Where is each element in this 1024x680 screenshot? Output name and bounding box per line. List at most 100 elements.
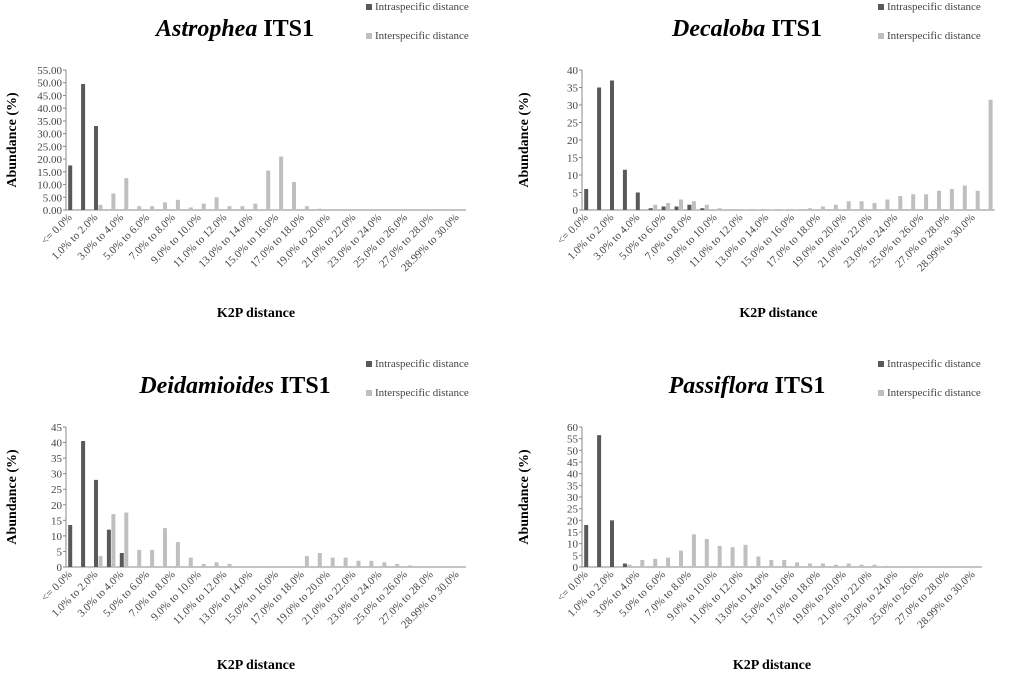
bar bbox=[201, 203, 206, 210]
panel: Deidamioides ITS1 Intraspecific distance I… bbox=[5, 358, 469, 673]
y-tick-label: 25.00 bbox=[37, 141, 62, 153]
legend-swatch bbox=[366, 361, 372, 367]
y-tick-label: 5 bbox=[573, 188, 579, 200]
bar bbox=[717, 546, 722, 567]
bar bbox=[124, 512, 129, 567]
bar bbox=[240, 566, 245, 567]
bar bbox=[188, 207, 193, 210]
bar bbox=[782, 560, 787, 567]
y-tick-label: 40 bbox=[567, 469, 579, 481]
x-axis-label: K2P distance bbox=[733, 658, 811, 673]
bar bbox=[188, 557, 193, 567]
y-tick-label: 45 bbox=[51, 422, 63, 434]
bar bbox=[679, 199, 683, 210]
bar bbox=[820, 206, 825, 210]
bar bbox=[597, 435, 602, 567]
bar bbox=[622, 169, 627, 210]
bar bbox=[949, 189, 954, 210]
bar bbox=[937, 190, 941, 210]
title-genus: Decaloba bbox=[671, 16, 765, 42]
bar bbox=[846, 563, 851, 567]
bar bbox=[610, 80, 614, 210]
bar bbox=[679, 550, 683, 567]
y-tick-label: 25 bbox=[51, 484, 63, 496]
y-tick-label: 35 bbox=[567, 480, 579, 492]
y-tick-label: 15 bbox=[51, 515, 63, 527]
bar bbox=[859, 564, 864, 567]
bar bbox=[859, 201, 864, 210]
bar bbox=[81, 441, 86, 567]
y-tick-label: 25 bbox=[567, 118, 579, 130]
bar bbox=[885, 565, 890, 567]
legend-label: Interspecific distance bbox=[375, 30, 469, 42]
bar bbox=[717, 208, 722, 210]
chart-title: Astrophea ITS1 bbox=[154, 16, 314, 42]
bar bbox=[266, 170, 271, 210]
bar bbox=[175, 199, 180, 210]
bar bbox=[627, 564, 632, 567]
y-axis-label: Abundance (%) bbox=[5, 92, 20, 188]
y-tick-label: 50 bbox=[567, 445, 579, 457]
y-tick-label: 5.00 bbox=[43, 192, 63, 204]
title-genus: Astrophea bbox=[154, 16, 257, 42]
bar bbox=[635, 192, 640, 210]
bar bbox=[666, 557, 671, 567]
bar bbox=[597, 87, 602, 210]
bar bbox=[898, 196, 903, 210]
y-tick-label: 45 bbox=[567, 457, 579, 469]
legend-label: Intraspecific distance bbox=[375, 1, 469, 13]
bar bbox=[795, 562, 800, 567]
x-axis-label: K2P distance bbox=[217, 658, 295, 673]
bar bbox=[808, 563, 812, 567]
y-tick-label: 40.00 bbox=[37, 103, 62, 115]
y-tick-label: 50.00 bbox=[37, 78, 62, 90]
bar bbox=[175, 542, 180, 567]
y-tick-label: 20.00 bbox=[37, 154, 62, 166]
bar bbox=[330, 557, 335, 567]
bar bbox=[227, 563, 232, 567]
title-marker: ITS1 bbox=[771, 16, 822, 42]
y-tick-label: 20 bbox=[51, 500, 63, 512]
title-marker: ITS1 bbox=[775, 373, 826, 399]
legend-label: Intraspecific distance bbox=[887, 1, 981, 13]
y-axis-label: Abundance (%) bbox=[517, 449, 532, 545]
y-axis-label: Abundance (%) bbox=[517, 92, 532, 188]
bar bbox=[111, 193, 116, 210]
bar bbox=[163, 202, 167, 210]
bar bbox=[343, 557, 348, 567]
y-tick-label: 25 bbox=[567, 504, 579, 516]
legend-label: Intraspecific distance bbox=[375, 358, 469, 370]
y-tick-label: 35 bbox=[567, 83, 579, 95]
bar bbox=[98, 204, 103, 210]
x-axis-label: K2P distance bbox=[739, 306, 817, 321]
panel: Decaloba ITS1 Intraspecific distance Inter… bbox=[517, 1, 995, 321]
legend-swatch bbox=[366, 33, 372, 39]
y-tick-label: 10 bbox=[567, 539, 579, 551]
bar bbox=[81, 84, 86, 210]
bar bbox=[356, 560, 361, 567]
y-tick-label: 30.00 bbox=[37, 129, 62, 141]
y-tick-label: 40 bbox=[51, 438, 63, 450]
bar bbox=[317, 208, 322, 210]
bar bbox=[648, 208, 653, 210]
bar bbox=[201, 563, 206, 567]
y-tick-label: 30 bbox=[51, 469, 63, 481]
bar bbox=[163, 528, 167, 567]
bar bbox=[653, 558, 658, 567]
bar bbox=[317, 553, 322, 567]
bar bbox=[610, 520, 614, 567]
y-tick-label: 45.00 bbox=[37, 90, 62, 102]
bar bbox=[653, 204, 658, 210]
bar bbox=[408, 565, 413, 567]
bar bbox=[94, 479, 98, 567]
bar bbox=[743, 544, 748, 567]
chart-title: Passiflora ITS1 bbox=[668, 373, 826, 399]
y-tick-label: 35.00 bbox=[37, 116, 62, 128]
y-tick-label: 10 bbox=[567, 170, 579, 182]
bar bbox=[666, 203, 671, 210]
legend-swatch bbox=[366, 390, 372, 396]
bar bbox=[691, 534, 696, 567]
bar bbox=[622, 563, 627, 567]
y-axis-label: Abundance (%) bbox=[5, 449, 20, 545]
bar bbox=[98, 556, 103, 567]
